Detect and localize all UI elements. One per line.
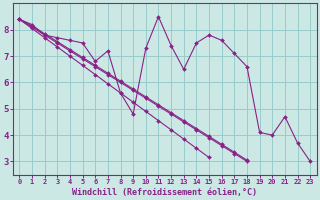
X-axis label: Windchill (Refroidissement éolien,°C): Windchill (Refroidissement éolien,°C) (72, 188, 257, 197)
